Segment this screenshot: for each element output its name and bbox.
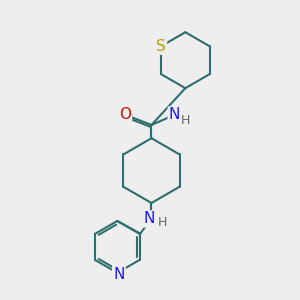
Text: H: H bbox=[181, 114, 190, 127]
Text: H: H bbox=[158, 216, 167, 229]
Text: N: N bbox=[143, 212, 155, 226]
Text: O: O bbox=[119, 107, 131, 122]
Text: N: N bbox=[113, 267, 124, 282]
Text: S: S bbox=[156, 39, 166, 54]
Text: N: N bbox=[169, 107, 180, 122]
